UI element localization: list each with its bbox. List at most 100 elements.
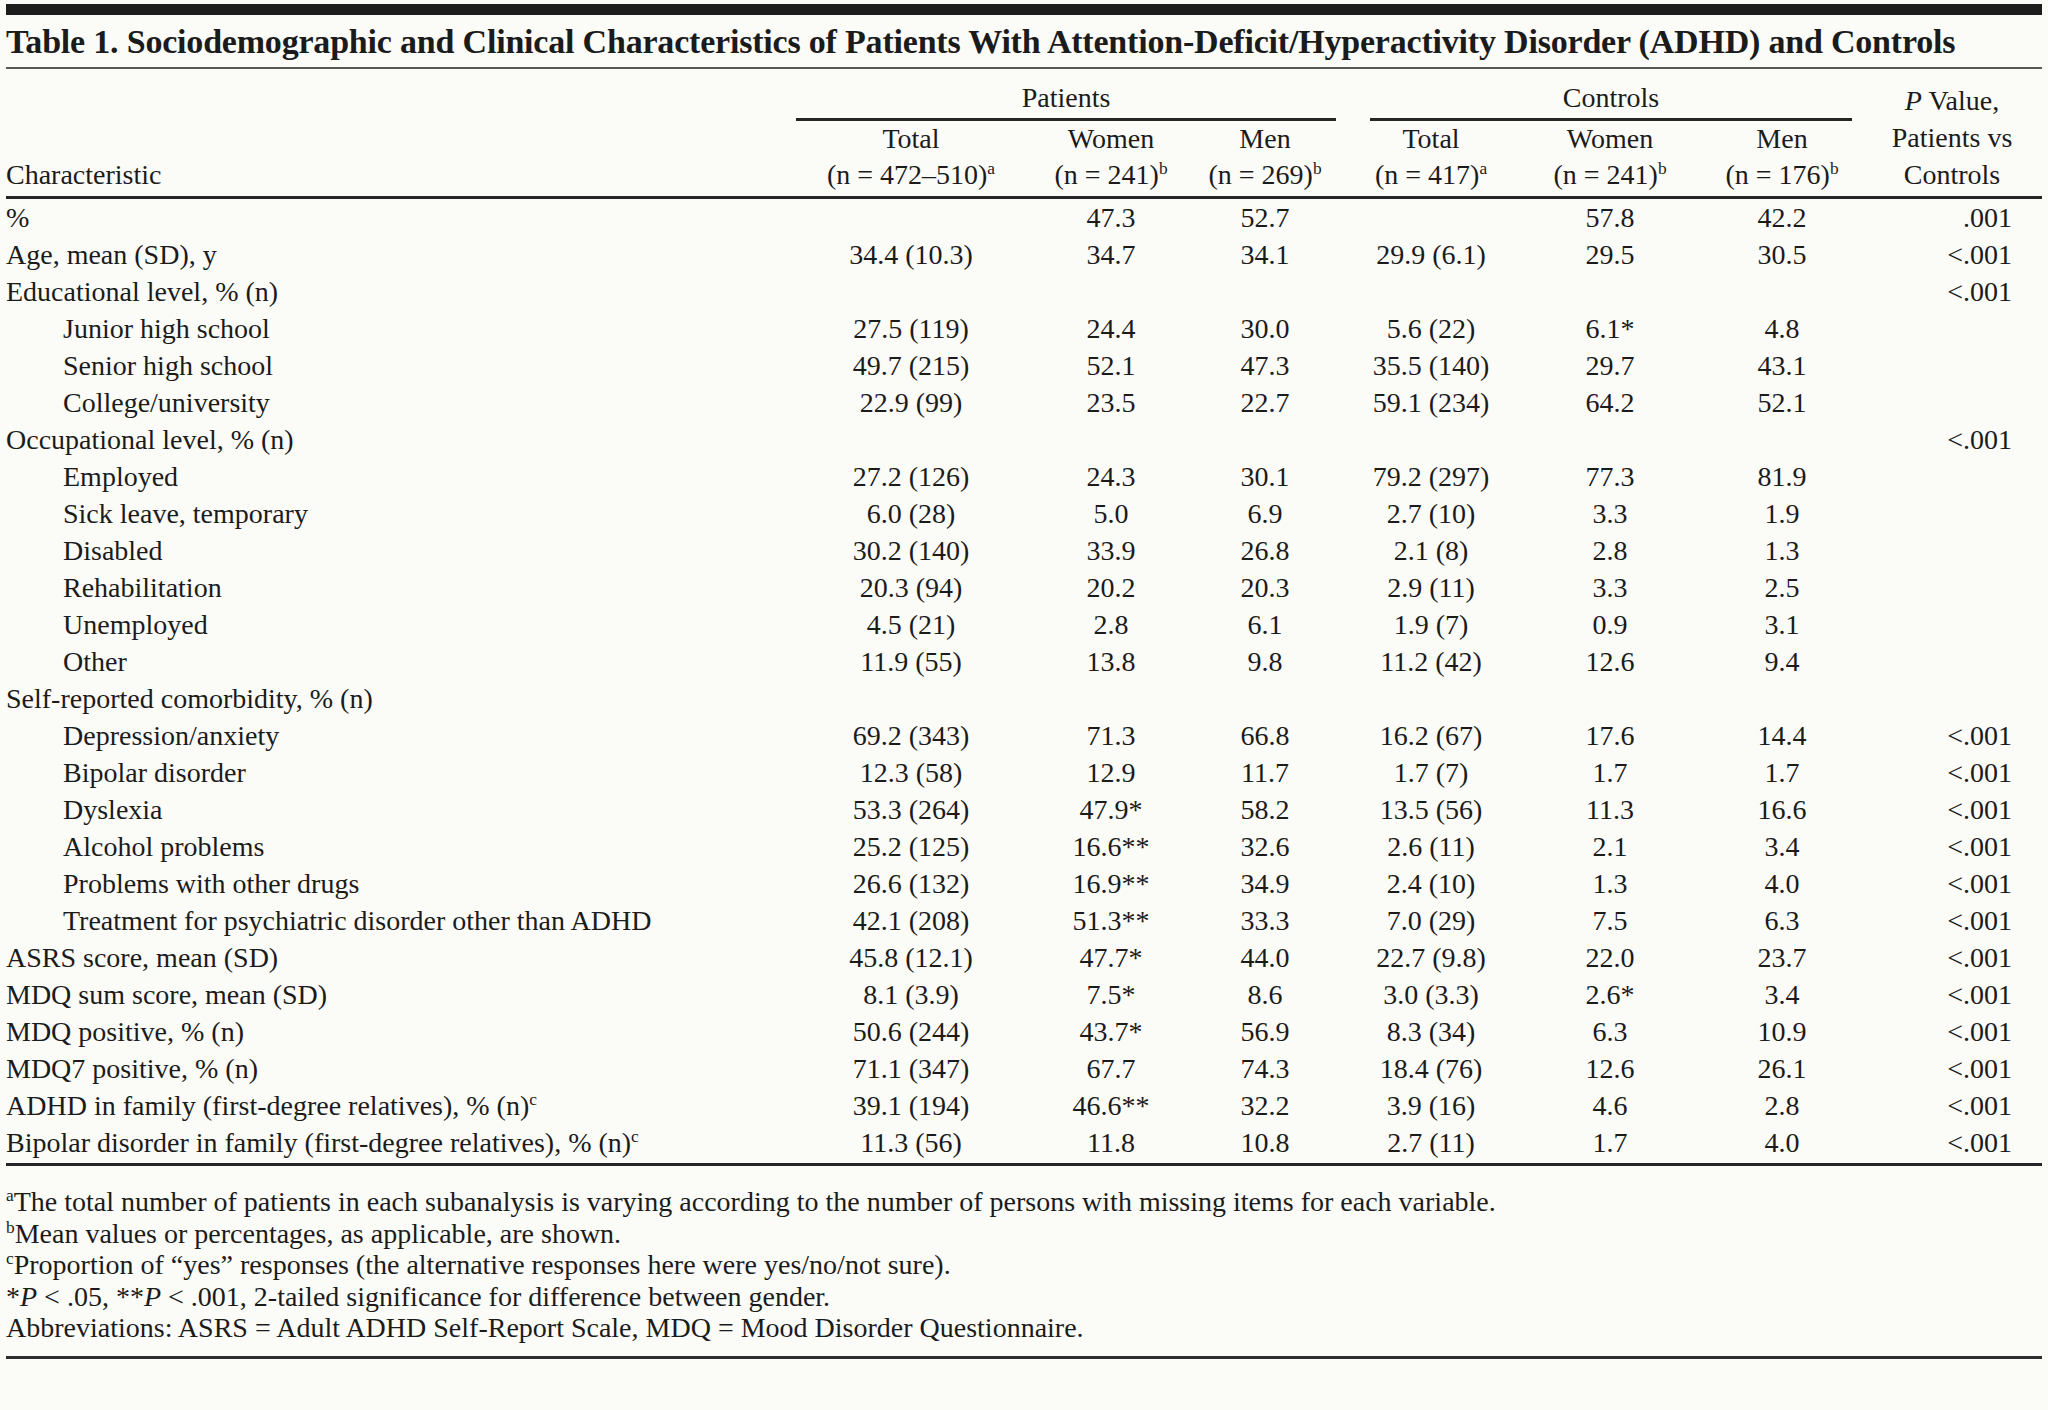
value-cell: 2.1 (8) — [1344, 532, 1518, 569]
value-cell: 52.7 — [1186, 198, 1344, 237]
value-cell — [1344, 680, 1518, 717]
value-cell: 11.8 — [1036, 1124, 1186, 1165]
footnote-marker: b — [1313, 159, 1322, 178]
table-row: Bipolar disorder in family (first-degree… — [6, 1124, 2042, 1165]
value-cell: 52.1 — [1036, 347, 1186, 384]
p-value-cell: <.001 — [1862, 1013, 2042, 1050]
value-cell — [1344, 198, 1518, 237]
value-cell: 64.2 — [1518, 384, 1702, 421]
row-label: Other — [6, 643, 786, 680]
row-label: Junior high school — [6, 310, 786, 347]
value-cell: 16.6 — [1702, 791, 1862, 828]
value-cell: 20.3 (94) — [786, 569, 1036, 606]
value-cell: 2.1 — [1518, 828, 1702, 865]
table-row: Dyslexia53.3 (264)47.9*58.213.5 (56)11.3… — [6, 791, 2042, 828]
value-cell: 34.4 (10.3) — [786, 236, 1036, 273]
value-cell: 33.3 — [1186, 902, 1344, 939]
value-cell: 12.3 (58) — [786, 754, 1036, 791]
value-cell: 26.1 — [1702, 1050, 1862, 1087]
p-value-cell — [1862, 384, 2042, 421]
value-cell: 22.0 — [1518, 939, 1702, 976]
value-cell: 13.5 (56) — [1344, 791, 1518, 828]
table-row: Depression/anxiety69.2 (343)71.366.816.2… — [6, 717, 2042, 754]
value-cell: 16.9** — [1036, 865, 1186, 902]
value-cell: 2.5 — [1702, 569, 1862, 606]
value-cell: 3.1 — [1702, 606, 1862, 643]
top-divider-bar — [6, 4, 2042, 15]
value-cell: 77.3 — [1518, 458, 1702, 495]
column-header-patients-women: Women(n = 241)b — [1036, 121, 1186, 198]
p-value-word: Value, — [1922, 85, 1999, 116]
value-cell: 16.6** — [1036, 828, 1186, 865]
value-cell — [1518, 421, 1702, 458]
value-cell: 23.5 — [1036, 384, 1186, 421]
table-header: Characteristic Patients Controls P Value… — [6, 71, 2042, 198]
row-label: College/university — [6, 384, 786, 421]
row-label: Occupational level, % (n) — [6, 421, 786, 458]
value-cell: 42.2 — [1702, 198, 1862, 237]
table-row: Occupational level, % (n)<.001 — [6, 421, 2042, 458]
table-row: Treatment for psychiatric disorder other… — [6, 902, 2042, 939]
patients-group-label: Patients — [1022, 82, 1111, 113]
p-value-cell: <.001 — [1862, 976, 2042, 1013]
value-cell: 5.6 (22) — [1344, 310, 1518, 347]
value-cell: 45.8 (12.1) — [786, 939, 1036, 976]
table-row: Senior high school49.7 (215)52.147.335.5… — [6, 347, 2042, 384]
value-cell — [1702, 273, 1862, 310]
row-label: Disabled — [6, 532, 786, 569]
value-cell: 1.9 (7) — [1344, 606, 1518, 643]
value-cell: 20.3 — [1186, 569, 1344, 606]
table-row: Self-reported comorbidity, % (n) — [6, 680, 2042, 717]
value-cell: 1.9 — [1702, 495, 1862, 532]
row-label: Treatment for psychiatric disorder other… — [6, 902, 786, 939]
footnote-marker: a — [987, 159, 995, 178]
footnote-marker: b — [1658, 159, 1667, 178]
table-row: MDQ7 positive, % (n)71.1 (347)67.774.318… — [6, 1050, 2042, 1087]
row-label: Problems with other drugs — [6, 865, 786, 902]
p-value-cell: <.001 — [1862, 1124, 2042, 1165]
table-row: Other11.9 (55)13.89.811.2 (42)12.69.4 — [6, 643, 2042, 680]
value-cell: 2.7 (10) — [1344, 495, 1518, 532]
value-cell — [786, 198, 1036, 237]
value-cell — [786, 273, 1036, 310]
value-cell: 34.1 — [1186, 236, 1344, 273]
row-label: Depression/anxiety — [6, 717, 786, 754]
value-cell: 3.0 (3.3) — [1344, 976, 1518, 1013]
value-cell: 11.2 (42) — [1344, 643, 1518, 680]
value-cell: 26.8 — [1186, 532, 1344, 569]
value-cell: 50.6 (244) — [786, 1013, 1036, 1050]
controls-group-spanner: Controls — [1370, 82, 1852, 121]
value-cell: 2.4 (10) — [1344, 865, 1518, 902]
value-cell — [1702, 680, 1862, 717]
table-row: Educational level, % (n)<.001 — [6, 273, 2042, 310]
row-label: ASRS score, mean (SD) — [6, 939, 786, 976]
value-cell — [1186, 680, 1344, 717]
value-cell: 6.1 — [1186, 606, 1344, 643]
row-label: Rehabilitation — [6, 569, 786, 606]
value-cell: 47.3 — [1186, 347, 1344, 384]
value-cell: 10.8 — [1186, 1124, 1344, 1165]
table-row: Sick leave, temporary6.0 (28)5.06.92.7 (… — [6, 495, 2042, 532]
row-label: Bipolar disorder in family (first-degree… — [6, 1124, 786, 1165]
p-value-column-header: P Value,Patients vsControls — [1862, 71, 2042, 198]
p-value-cell: <.001 — [1862, 236, 2042, 273]
value-cell: 6.3 — [1518, 1013, 1702, 1050]
title-rule — [6, 67, 2042, 69]
table-body: %47.352.757.842.2.001Age, mean (SD), y34… — [6, 198, 2042, 1165]
footnotes: aThe total number of patients in each su… — [6, 1174, 2042, 1344]
value-cell — [1344, 273, 1518, 310]
value-cell: 49.7 (215) — [786, 347, 1036, 384]
value-cell: 16.2 (67) — [1344, 717, 1518, 754]
value-cell: 3.4 — [1702, 828, 1862, 865]
value-cell: 29.9 (6.1) — [1344, 236, 1518, 273]
value-cell: 26.6 (132) — [786, 865, 1036, 902]
value-cell: 3.4 — [1702, 976, 1862, 1013]
value-cell: 29.7 — [1518, 347, 1702, 384]
value-cell: 7.5 — [1518, 902, 1702, 939]
value-cell: 6.9 — [1186, 495, 1344, 532]
column-header-controls-total: Total(n = 417)a — [1344, 121, 1518, 198]
value-cell: 17.6 — [1518, 717, 1702, 754]
table-row: Disabled30.2 (140)33.926.82.1 (8)2.81.3 — [6, 532, 2042, 569]
value-cell: 67.7 — [1036, 1050, 1186, 1087]
value-cell: 32.6 — [1186, 828, 1344, 865]
